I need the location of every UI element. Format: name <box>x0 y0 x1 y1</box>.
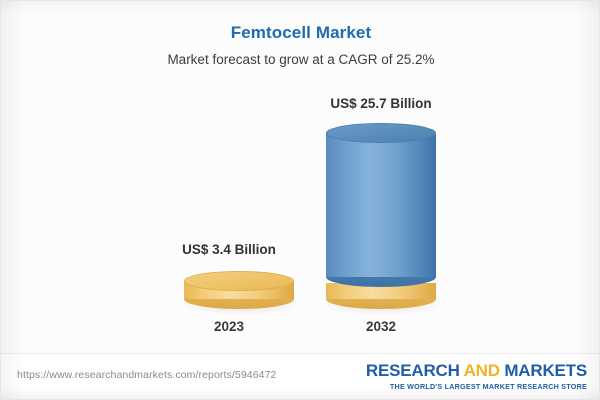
bar-2023-cap <box>184 271 294 291</box>
footer-bar: https://www.researchandmarkets.com/repor… <box>1 353 599 399</box>
research-and-markets-logo[interactable]: RESEARCH AND MARKETS THE WORLD'S LARGEST… <box>366 362 587 391</box>
bar-2023[interactable] <box>184 271 294 309</box>
chart-subtitle: Market forecast to grow at a CAGR of 25.… <box>167 52 435 67</box>
bar-2032-cap <box>326 123 436 143</box>
logo-text-markets: MARKETS <box>499 361 587 380</box>
report-url[interactable]: https://www.researchandmarkets.com/repor… <box>17 369 277 381</box>
bar-2032-base-segment <box>326 279 436 309</box>
logo-text-research: RESEARCH <box>365 361 464 380</box>
category-label-2023: 2023 <box>213 319 245 334</box>
bar-2032-base-body <box>326 283 436 299</box>
logo-text-and: AND <box>463 361 500 380</box>
bar-2032[interactable] <box>326 123 436 287</box>
chart-title: Femtocell Market <box>230 23 372 42</box>
chart-plot-area: Femtocell Market Market forecast to grow… <box>1 1 599 353</box>
value-label-2023: US$ 3.4 Billion <box>182 242 276 257</box>
bar-2032-body <box>326 133 436 277</box>
logo-tagline: THE WORLD'S LARGEST MARKET RESEARCH STOR… <box>389 381 587 391</box>
value-label-2032: US$ 25.7 Billion <box>330 96 432 111</box>
logo-wordmark: RESEARCH AND MARKETS <box>366 362 587 380</box>
category-label-2032: 2032 <box>365 319 397 334</box>
